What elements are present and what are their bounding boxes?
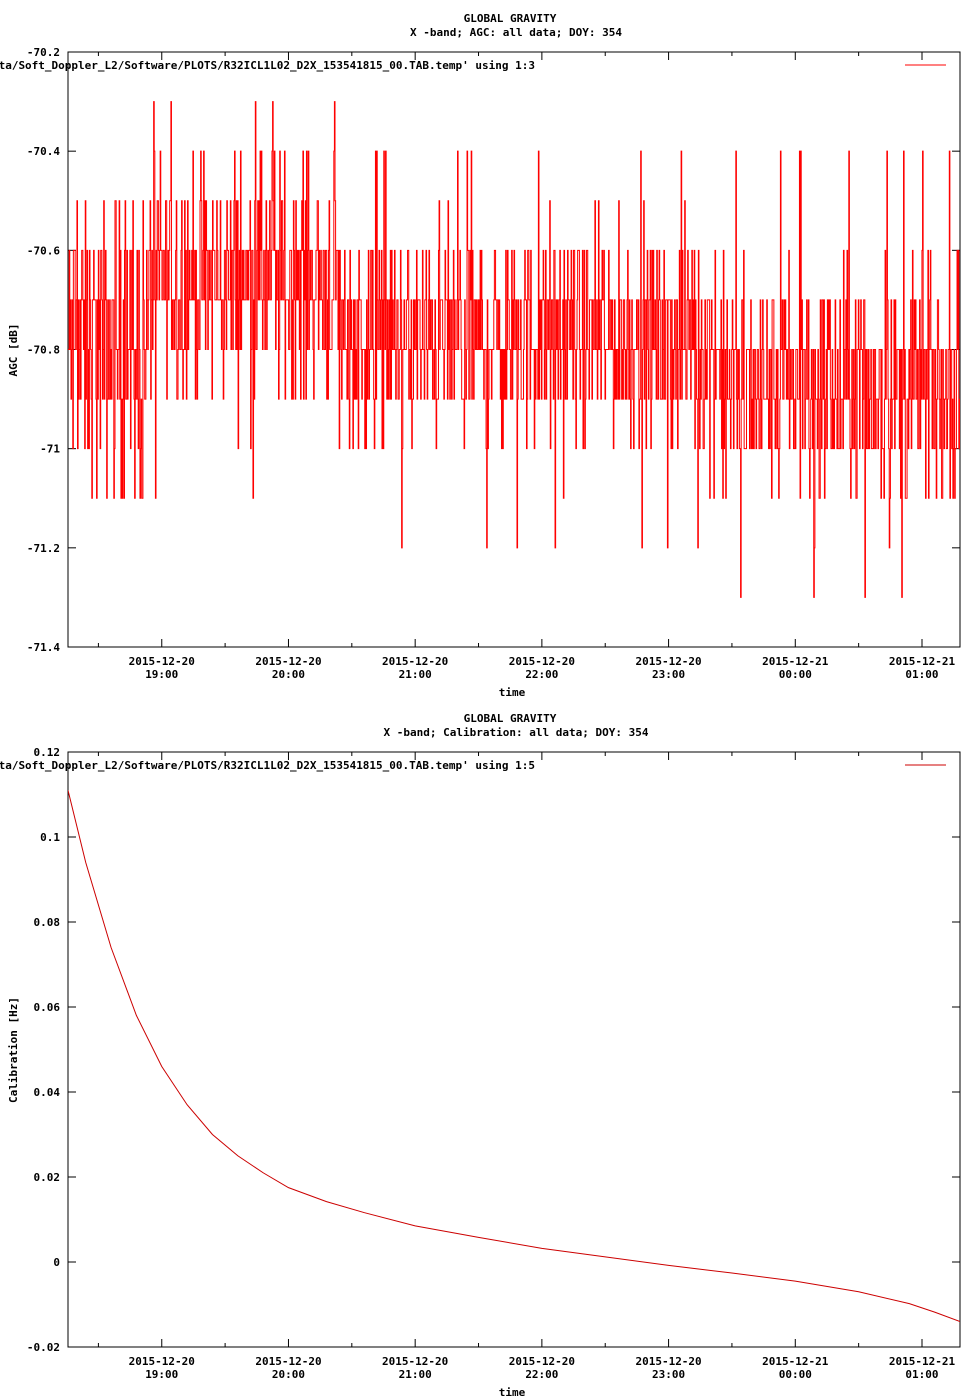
y-tick-label: -70.6 [27,244,60,257]
legend-label: 'Z:/ddswork/process_data/Soft_Doppler_L2… [0,59,535,72]
x-tick-date: 2015-12-21 [889,655,956,668]
series-line [68,790,960,1322]
x-axis-label: time [499,686,526,699]
y-axis-label: Calibration [Hz] [7,997,20,1103]
x-tick-time: 23:00 [652,668,685,681]
x-tick-time: 22:00 [525,668,558,681]
x-tick-date: 2015-12-20 [635,655,701,668]
y-tick-label: -71.4 [27,641,60,654]
chart-title: GLOBAL GRAVITY [464,712,557,725]
y-tick-label: 0.02 [34,1171,61,1184]
x-tick-time: 20:00 [272,668,305,681]
y-tick-label: -70.4 [27,145,60,158]
x-tick-date: 2015-12-20 [129,655,195,668]
x-tick-time: 20:00 [272,1368,305,1381]
x-tick-time: 23:00 [652,1368,685,1381]
x-tick-time: 21:00 [399,1368,432,1381]
x-tick-date: 2015-12-20 [509,655,575,668]
y-tick-label: -71.2 [27,542,60,555]
x-tick-date: 2015-12-21 [762,1355,829,1368]
x-tick-time: 01:00 [905,668,938,681]
x-tick-date: 2015-12-21 [889,1355,956,1368]
y-tick-label: -70.8 [27,344,60,357]
x-tick-time: 22:00 [525,1368,558,1381]
y-tick-label: 0.1 [40,831,60,844]
x-tick-date: 2015-12-20 [129,1355,195,1368]
y-axis-label: AGC [dB] [7,324,20,377]
y-tick-label: -71 [40,443,60,456]
plot-frame [67,751,961,1348]
x-tick-date: 2015-12-21 [762,655,829,668]
y-tick-label: 0 [53,1256,60,1269]
x-axis-label: time [499,1386,526,1399]
x-tick-time: 19:00 [145,1368,178,1381]
x-tick-time: 21:00 [399,668,432,681]
y-tick-label: 0.04 [34,1086,61,1099]
x-tick-time: 00:00 [779,668,812,681]
y-tick-label: 0.08 [34,916,61,929]
x-tick-date: 2015-12-20 [635,1355,701,1368]
y-tick-label: -0.02 [27,1341,60,1354]
x-tick-date: 2015-12-20 [382,1355,448,1368]
chart-title: GLOBAL GRAVITY [464,12,557,25]
chart-subtitle: X -band; AGC: all data; DOY: 354 [410,26,622,39]
x-tick-time: 19:00 [145,668,178,681]
y-tick-label: 0.12 [34,746,61,759]
series-line [68,101,960,598]
chart-subtitle: X -band; Calibration: all data; DOY: 354 [384,726,649,739]
calibration-chart: GLOBAL GRAVITY X -band; Calibration: all… [0,712,961,1399]
x-tick-date: 2015-12-20 [382,655,448,668]
x-tick-time: 01:00 [905,1368,938,1381]
x-tick-date: 2015-12-20 [255,1355,321,1368]
x-tick-time: 00:00 [779,1368,812,1381]
y-tick-label: -70.2 [27,46,60,59]
x-tick-date: 2015-12-20 [255,655,321,668]
y-tick-label: 0.06 [34,1001,61,1014]
legend-label: 'Z:/ddswork/process_data/Soft_Doppler_L2… [0,759,535,772]
x-tick-date: 2015-12-20 [509,1355,575,1368]
agc-chart: GLOBAL GRAVITY X -band; AGC: all data; D… [0,12,961,699]
